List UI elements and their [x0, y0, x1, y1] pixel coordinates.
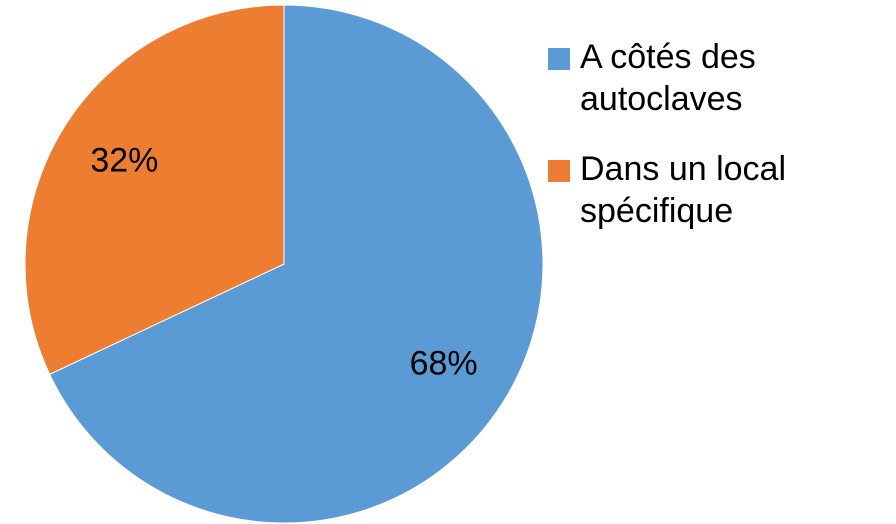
legend-item: Dans un local spécifique	[548, 148, 878, 232]
legend-label: Dans un local spécifique	[580, 150, 787, 230]
legend-item: A côtés des autoclaves	[548, 36, 878, 120]
legend-swatch	[548, 48, 570, 70]
legend-swatch	[548, 160, 570, 182]
data-label: 68%	[410, 344, 478, 382]
data-label: 32%	[90, 142, 158, 180]
legend-label: A côtés des autoclaves	[580, 38, 756, 118]
pie-slice	[48, 4, 544, 524]
pie-slice	[24, 4, 285, 375]
